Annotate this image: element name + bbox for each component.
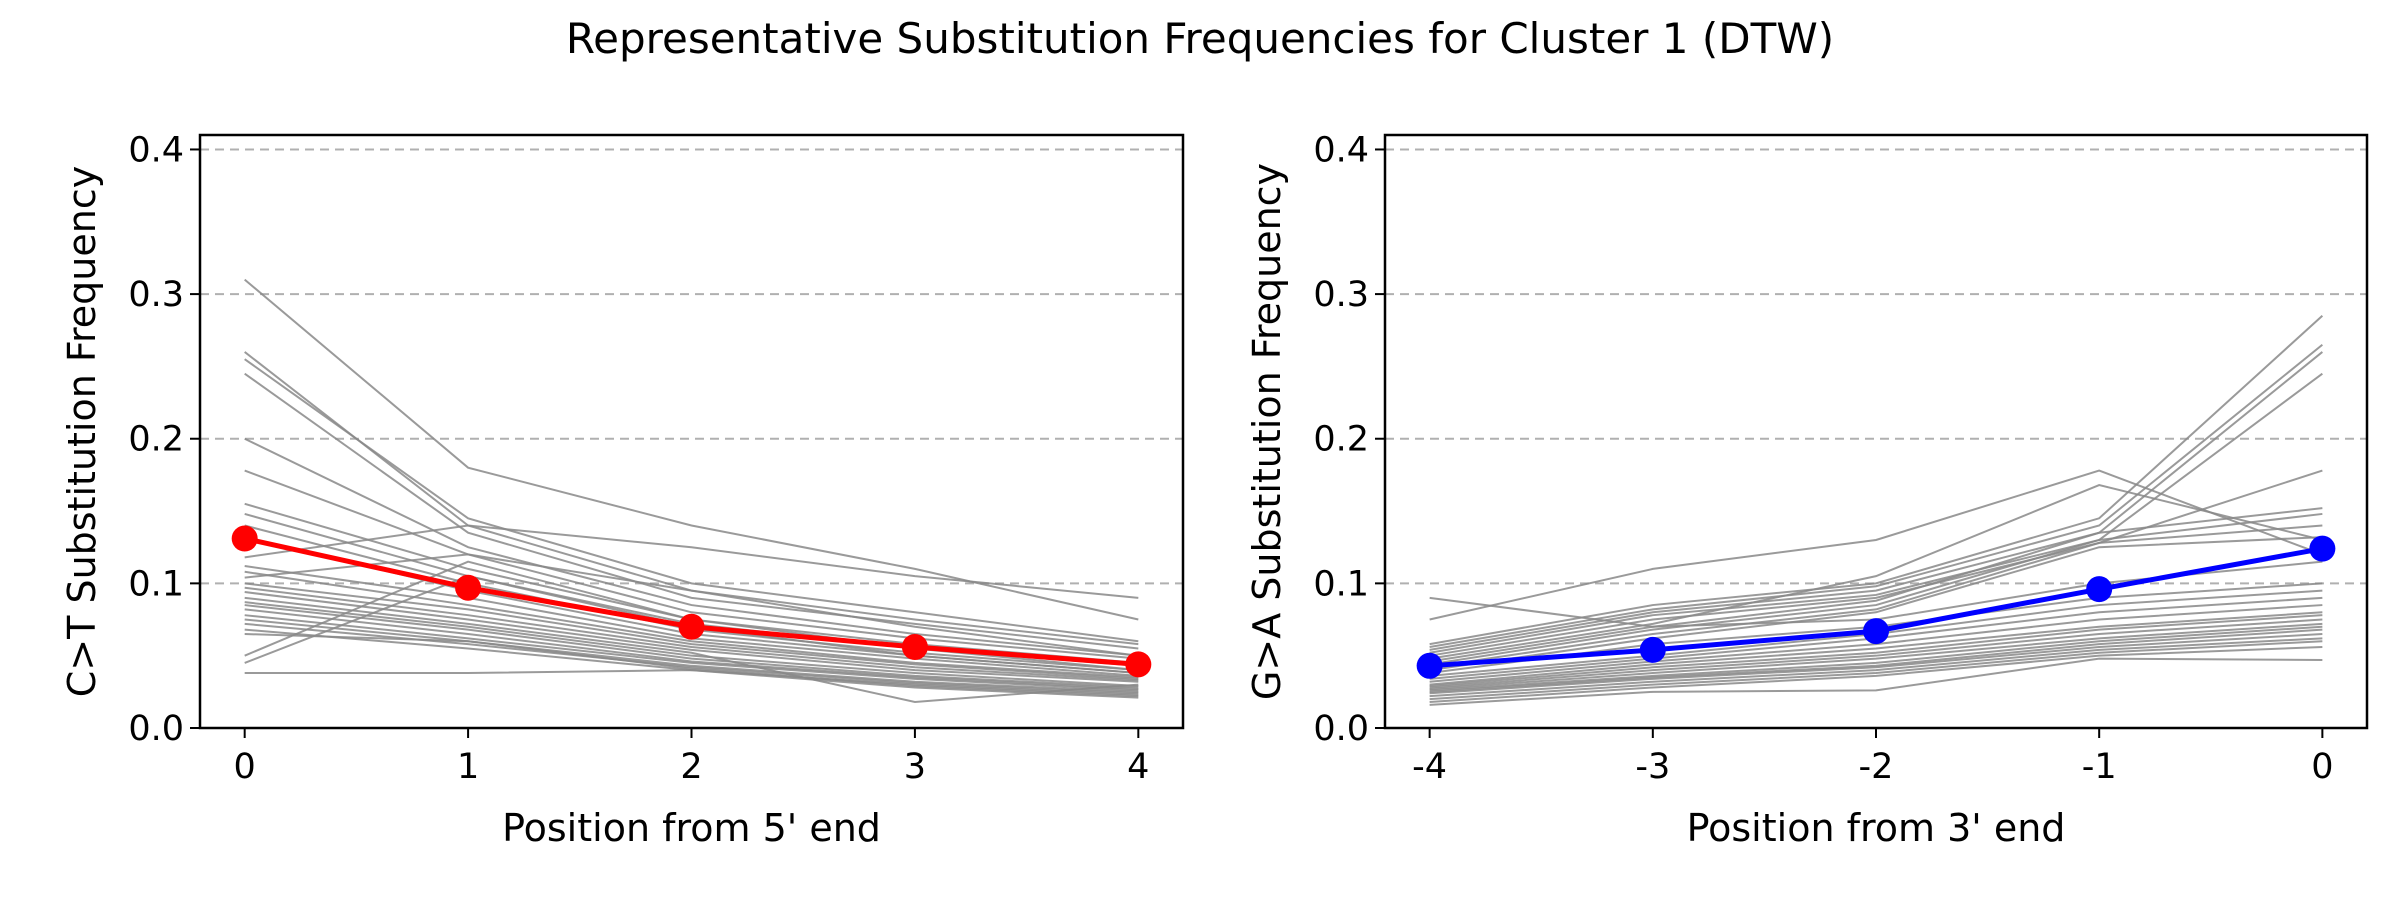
background-series-line bbox=[1429, 646, 2323, 703]
y-tick-label: 0.2 bbox=[1313, 420, 1369, 460]
background-series-line bbox=[244, 591, 1139, 683]
background-series-line bbox=[244, 632, 1139, 698]
background-series-line bbox=[1429, 372, 2323, 654]
background-series-line bbox=[244, 469, 1139, 660]
y-axis-label: G>A Substitution Frequency bbox=[1245, 163, 1289, 700]
background-series-line bbox=[1429, 628, 2323, 693]
x-tick-label: 2 bbox=[680, 747, 702, 787]
background-series-line bbox=[244, 437, 1139, 657]
background-series-line bbox=[1429, 637, 2323, 698]
representative-point bbox=[1416, 652, 1443, 679]
background-series-line bbox=[1429, 611, 2323, 686]
background-series-line bbox=[244, 524, 1139, 599]
representative-point bbox=[1639, 636, 1666, 663]
x-axis-label: Position from 5' end bbox=[502, 806, 881, 850]
x-tick-label: 3 bbox=[904, 747, 926, 787]
background-series-line bbox=[244, 604, 1139, 689]
background-series-line bbox=[244, 596, 1139, 703]
representative-point bbox=[1125, 651, 1152, 678]
background-series-line bbox=[244, 669, 1139, 699]
y-tick-label: 0.1 bbox=[128, 564, 184, 604]
background-series-line bbox=[244, 278, 1139, 621]
background-series-line bbox=[1429, 604, 2323, 683]
y-tick-label: 0.3 bbox=[128, 275, 184, 315]
background-series-line bbox=[244, 614, 1139, 692]
x-tick-label: -4 bbox=[1412, 747, 1447, 787]
background-series-line bbox=[1429, 618, 2323, 689]
chart-panel-2: 0.0 0.1 0.2 0.3 0.4 -4 -3 -2 -1 0 Position from 3'… bbox=[1245, 130, 2369, 850]
x-tick-label: 4 bbox=[1127, 747, 1149, 787]
background-series-line bbox=[244, 553, 1139, 657]
figure-title: Representative Substitution Frequencies … bbox=[565, 14, 1835, 63]
representative-point bbox=[231, 525, 258, 552]
background-series-line bbox=[244, 582, 1139, 680]
background-series-line bbox=[1429, 536, 2323, 672]
background-series-line bbox=[1429, 483, 2323, 660]
background-series-line bbox=[1429, 657, 2323, 706]
background-series-line bbox=[1429, 507, 2323, 663]
background-series-line bbox=[244, 358, 1139, 643]
representative-point bbox=[678, 613, 705, 640]
y-tick-label: 0.4 bbox=[128, 130, 184, 170]
x-tick-label: -3 bbox=[1635, 747, 1670, 787]
representative-point bbox=[455, 574, 482, 601]
background-series-line bbox=[1429, 343, 2323, 648]
y-tick-label: 0.4 bbox=[1313, 130, 1369, 170]
y-tick-label: 0.0 bbox=[128, 709, 184, 749]
background-series-line bbox=[1429, 469, 2323, 621]
background-series-line bbox=[1429, 625, 2323, 692]
background-series-line bbox=[1429, 640, 2323, 701]
background-series-line bbox=[1429, 614, 2323, 688]
background-series-line bbox=[1429, 351, 2323, 651]
background-series-line bbox=[244, 601, 1139, 688]
y-tick-label: 0.3 bbox=[1313, 275, 1369, 315]
representative-point bbox=[901, 634, 928, 661]
representative-point bbox=[2309, 535, 2336, 562]
background-series-line bbox=[1429, 632, 2323, 695]
background-series-line bbox=[244, 608, 1139, 690]
background-series-line bbox=[1429, 524, 2323, 669]
chart-panel-1: 0.0 0.1 0.2 0.3 0.4 0 1 2 3 4 Position from 5' end… bbox=[60, 130, 1185, 850]
representative-point bbox=[1863, 618, 1889, 645]
x-axis-label: Position from 3' end bbox=[1687, 806, 2066, 850]
background-series-line bbox=[1429, 512, 2323, 666]
x-tick-label: -1 bbox=[2082, 747, 2117, 787]
x-tick-label: 0 bbox=[2311, 747, 2333, 787]
x-tick-label: -2 bbox=[1859, 747, 1894, 787]
y-tick-label: 0.2 bbox=[128, 420, 184, 460]
background-series-line bbox=[1429, 622, 2323, 690]
representative-point bbox=[2086, 576, 2113, 603]
background-series-line bbox=[1429, 469, 2323, 657]
x-tick-label: 0 bbox=[234, 747, 256, 787]
background-series-line bbox=[244, 618, 1139, 693]
y-axis-label: C>T Substitution Frequency bbox=[60, 166, 104, 697]
y-tick-label: 0.0 bbox=[1313, 709, 1369, 749]
y-tick-label: 0.1 bbox=[1313, 564, 1369, 604]
background-series-line bbox=[244, 372, 1139, 650]
x-tick-label: 1 bbox=[457, 747, 479, 787]
background-series-line bbox=[244, 622, 1139, 695]
